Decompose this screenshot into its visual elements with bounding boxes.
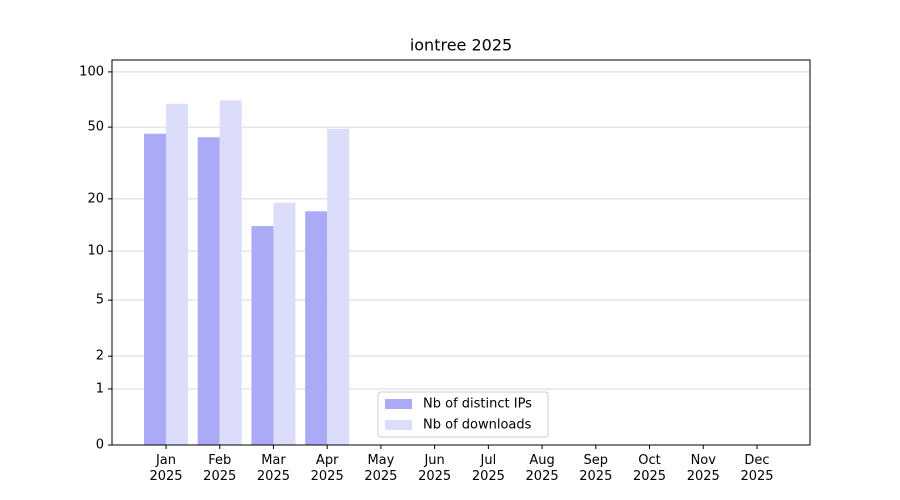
y-tick-label: 20 — [87, 191, 104, 206]
x-tick-label: Apr 2025 — [310, 453, 344, 484]
legend-label: Nb of distinct IPs — [423, 397, 532, 412]
x-tick-label: Dec 2025 — [740, 453, 774, 484]
bar — [273, 202, 296, 445]
bar — [166, 103, 188, 446]
x-tick-label: Jun 2025 — [418, 453, 452, 484]
x-tick-label: Feb 2025 — [203, 453, 237, 484]
legend-box — [377, 391, 549, 438]
bar — [251, 226, 274, 445]
bar — [327, 128, 350, 445]
x-tick-label: Mar 2025 — [256, 453, 290, 484]
legend-label: Nb of downloads — [423, 418, 532, 433]
legend-swatch — [385, 399, 412, 409]
legend-swatch — [385, 420, 412, 430]
bar — [144, 133, 166, 445]
y-tick-label: 5 — [96, 293, 104, 308]
x-tick-label: Aug 2025 — [525, 453, 559, 484]
y-tick-label: 10 — [87, 244, 104, 259]
chart-title: iontree 2025 — [410, 36, 512, 55]
x-tick-label: May 2025 — [364, 453, 398, 484]
y-tick-label: 100 — [79, 64, 104, 79]
bar — [219, 100, 242, 446]
y-tick-label: 0 — [96, 438, 104, 453]
y-tick-label: 1 — [96, 381, 104, 396]
x-tick-label: Nov 2025 — [686, 453, 720, 484]
x-tick-label: Sep 2025 — [579, 453, 613, 484]
plot-frame — [111, 59, 811, 446]
bar — [305, 211, 328, 445]
x-tick-label: Jul 2025 — [471, 453, 505, 484]
x-tick-label: Oct 2025 — [632, 453, 667, 484]
y-tick-label: 50 — [87, 120, 104, 135]
y-tick-label: 2 — [96, 349, 104, 364]
bar — [197, 137, 220, 446]
x-tick-label: Jan 2025 — [149, 453, 183, 484]
